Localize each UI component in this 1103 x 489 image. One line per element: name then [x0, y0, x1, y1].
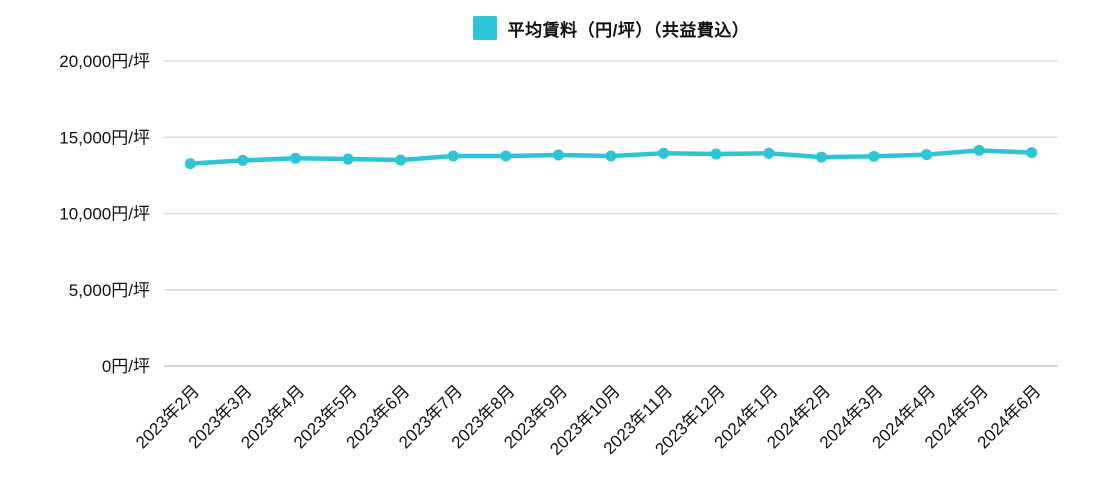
- data-point[interactable]: [447, 150, 459, 162]
- legend-label: 平均賃料（円/坪）（共益費込）: [507, 20, 750, 40]
- y-axis-tick-label: 5,000円/坪: [69, 281, 150, 300]
- data-point[interactable]: [289, 152, 301, 164]
- data-point[interactable]: [763, 147, 775, 159]
- y-axis-tick-label: 10,000円/坪: [59, 205, 150, 224]
- data-point[interactable]: [868, 150, 880, 162]
- data-point[interactable]: [921, 149, 933, 161]
- legend-swatch-icon: [472, 16, 497, 40]
- y-axis-tick-label: 15,000円/坪: [59, 128, 150, 147]
- legend[interactable]: 平均賃料（円/坪）（共益費込）: [164, 13, 1058, 43]
- data-point[interactable]: [237, 154, 249, 166]
- data-point[interactable]: [500, 150, 512, 162]
- data-point[interactable]: [342, 153, 354, 165]
- data-point[interactable]: [815, 151, 827, 163]
- data-point[interactable]: [658, 147, 670, 159]
- data-point[interactable]: [1026, 147, 1038, 159]
- data-point[interactable]: [605, 150, 617, 162]
- data-point[interactable]: [710, 148, 722, 160]
- y-axis-tick-label: 20,000円/坪: [59, 52, 150, 71]
- data-point[interactable]: [395, 154, 407, 166]
- data-point[interactable]: [184, 158, 196, 170]
- y-axis-tick-label: 0円/坪: [102, 357, 150, 376]
- data-point[interactable]: [552, 149, 564, 161]
- data-point[interactable]: [973, 144, 985, 156]
